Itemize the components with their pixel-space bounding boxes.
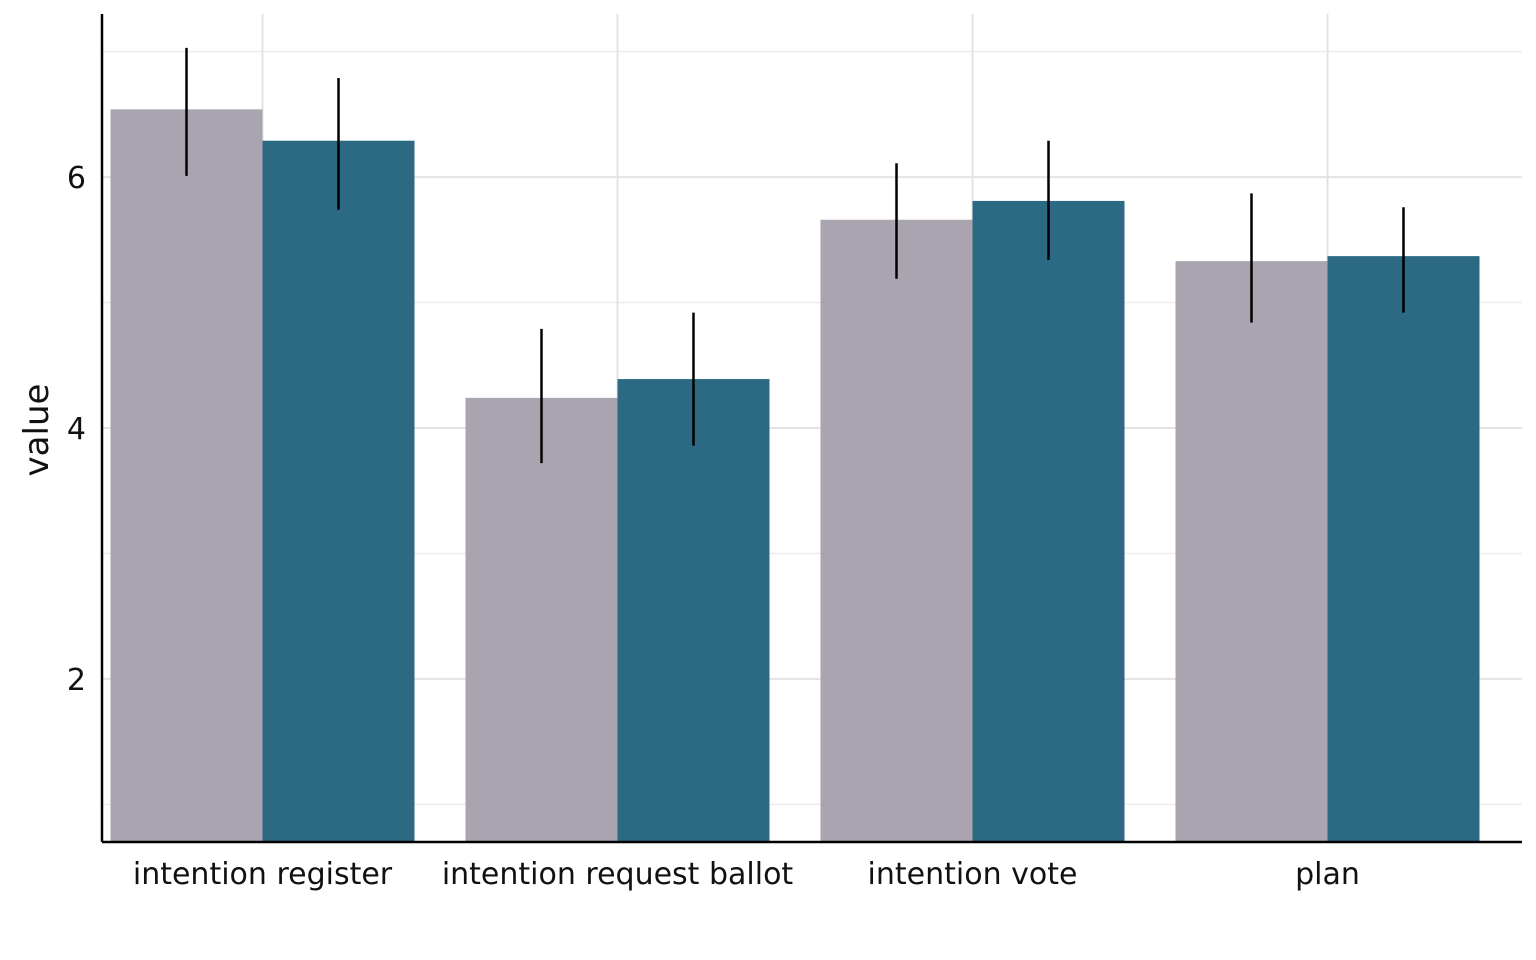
bar	[110, 109, 263, 842]
bar	[1175, 261, 1328, 842]
bar	[972, 200, 1125, 843]
x-tick-label: intention request ballot	[442, 857, 794, 892]
y-tick-label: 6	[67, 161, 86, 196]
y-tick-label: 4	[67, 412, 86, 447]
bar	[617, 379, 770, 842]
bar	[262, 140, 415, 842]
y-axis-title: value	[17, 384, 57, 477]
y-tick-label: 2	[67, 663, 86, 698]
x-tick-label: intention vote	[868, 857, 1078, 892]
x-tick-label: intention register	[133, 857, 393, 892]
bar	[465, 397, 618, 842]
bar	[1327, 256, 1480, 842]
x-tick-label: plan	[1295, 857, 1360, 892]
x-ticks: intention register intention request ball…	[133, 857, 1360, 892]
bar	[820, 219, 973, 842]
error-bars	[185, 47, 1405, 464]
y-ticks: 2 4 6	[67, 161, 86, 698]
bars	[110, 109, 1480, 843]
axes	[100, 14, 1522, 844]
